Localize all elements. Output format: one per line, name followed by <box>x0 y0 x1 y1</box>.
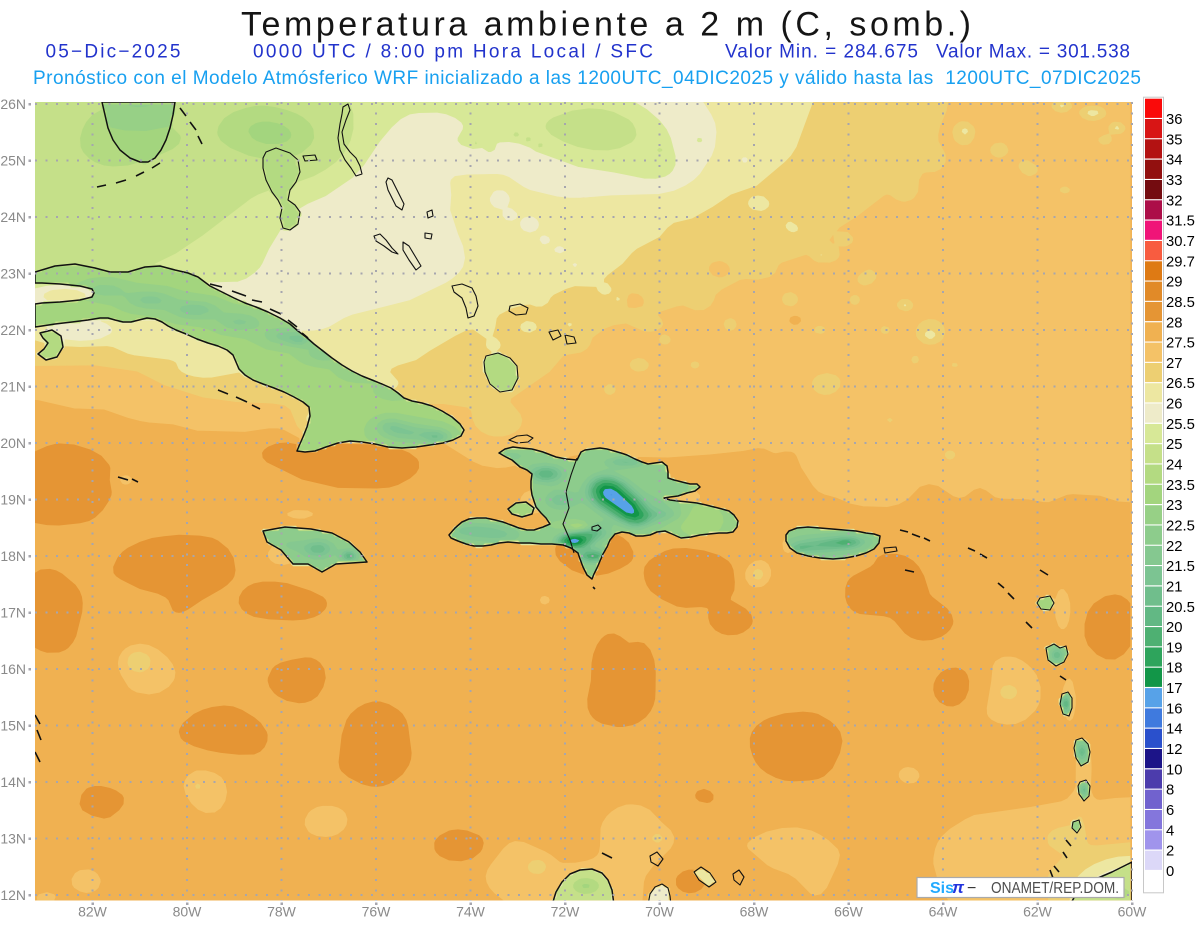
svg-text:13N: 13N <box>0 831 26 847</box>
svg-text:−: − <box>967 880 976 897</box>
svg-text:18: 18 <box>1166 661 1182 677</box>
svg-text:70W: 70W <box>645 904 675 920</box>
svg-text:33: 33 <box>1166 173 1182 189</box>
svg-text:21N: 21N <box>0 379 26 395</box>
svg-text:Sis: Sis <box>930 880 954 897</box>
svg-text:72W: 72W <box>551 904 581 920</box>
svg-text:0000 UTC / 8:00 pm Hora Local: 0000 UTC / 8:00 pm Hora Local / SFC <box>253 42 653 63</box>
svg-text:6: 6 <box>1166 803 1174 819</box>
svg-text:0: 0 <box>1166 864 1174 880</box>
svg-text:16: 16 <box>1166 701 1182 717</box>
svg-text:22: 22 <box>1166 539 1182 555</box>
svg-text:36: 36 <box>1166 112 1182 128</box>
svg-text:25: 25 <box>1166 437 1182 453</box>
svg-text:26: 26 <box>1166 397 1182 413</box>
svg-text:28.5: 28.5 <box>1166 295 1195 311</box>
svg-text:14: 14 <box>1166 722 1182 738</box>
svg-text:80W: 80W <box>173 904 203 920</box>
svg-text:Valor Max. = 301.538: Valor Max. = 301.538 <box>936 42 1130 63</box>
svg-text:16N: 16N <box>0 661 26 677</box>
svg-text:23.5: 23.5 <box>1166 478 1195 494</box>
svg-text:20N: 20N <box>0 435 26 451</box>
svg-text:20: 20 <box>1166 620 1182 636</box>
svg-text:12N: 12N <box>0 887 26 903</box>
svg-text:22.5: 22.5 <box>1166 519 1195 535</box>
svg-text:23N: 23N <box>0 266 26 282</box>
svg-text:14N: 14N <box>0 774 26 790</box>
svg-text:17N: 17N <box>0 605 26 621</box>
svg-text:68W: 68W <box>740 904 770 920</box>
svg-text:34: 34 <box>1166 153 1182 169</box>
svg-text:20.5: 20.5 <box>1166 600 1195 616</box>
svg-text:76W: 76W <box>362 904 392 920</box>
svg-text:17: 17 <box>1166 681 1182 697</box>
svg-text:12: 12 <box>1166 742 1182 758</box>
svg-text:32: 32 <box>1166 193 1182 209</box>
svg-text:25N: 25N <box>0 153 26 169</box>
svg-text:31.5: 31.5 <box>1166 214 1195 230</box>
svg-text:26.5: 26.5 <box>1166 376 1195 392</box>
svg-text:21.5: 21.5 <box>1166 559 1195 575</box>
svg-text:35: 35 <box>1166 132 1182 148</box>
svg-text:19N: 19N <box>0 492 26 508</box>
svg-text:π: π <box>952 878 965 897</box>
svg-text:24N: 24N <box>0 209 26 225</box>
svg-text:Pronóstico con el Modelo Atmós: Pronóstico con el Modelo Atmósferico WRF… <box>33 68 1141 89</box>
svg-text:64W: 64W <box>929 904 959 920</box>
svg-text:28: 28 <box>1166 315 1182 331</box>
svg-text:29.7: 29.7 <box>1166 254 1195 270</box>
svg-text:29: 29 <box>1166 275 1182 291</box>
svg-text:60W: 60W <box>1118 904 1148 920</box>
svg-text:19: 19 <box>1166 640 1182 656</box>
svg-text:10: 10 <box>1166 762 1182 778</box>
svg-text:21: 21 <box>1166 580 1182 596</box>
svg-text:Valor Min. = 284.675: Valor Min. = 284.675 <box>725 42 918 63</box>
svg-text:2: 2 <box>1166 844 1174 860</box>
svg-text:ONAMET/REP.DOM.: ONAMET/REP.DOM. <box>991 880 1119 897</box>
svg-text:82W: 82W <box>78 904 108 920</box>
svg-text:22N: 22N <box>0 322 26 338</box>
svg-text:26N: 26N <box>0 96 26 112</box>
svg-text:05−Dic−2025: 05−Dic−2025 <box>46 42 181 63</box>
svg-text:25.5: 25.5 <box>1166 417 1195 433</box>
svg-text:30.7: 30.7 <box>1166 234 1195 250</box>
svg-text:18N: 18N <box>0 548 26 564</box>
svg-text:78W: 78W <box>267 904 297 920</box>
svg-text:23: 23 <box>1166 498 1182 514</box>
svg-text:8: 8 <box>1166 783 1174 799</box>
svg-text:27.5: 27.5 <box>1166 336 1195 352</box>
svg-text:66W: 66W <box>834 904 864 920</box>
svg-text:4: 4 <box>1166 823 1174 839</box>
svg-text:15N: 15N <box>0 718 26 734</box>
svg-text:Temperatura ambiente a 2 m (C,: Temperatura ambiente a 2 m (C, somb.) <box>241 6 971 44</box>
svg-text:24: 24 <box>1166 458 1182 474</box>
svg-text:74W: 74W <box>456 904 486 920</box>
svg-text:62W: 62W <box>1023 904 1053 920</box>
svg-text:27: 27 <box>1166 356 1182 372</box>
